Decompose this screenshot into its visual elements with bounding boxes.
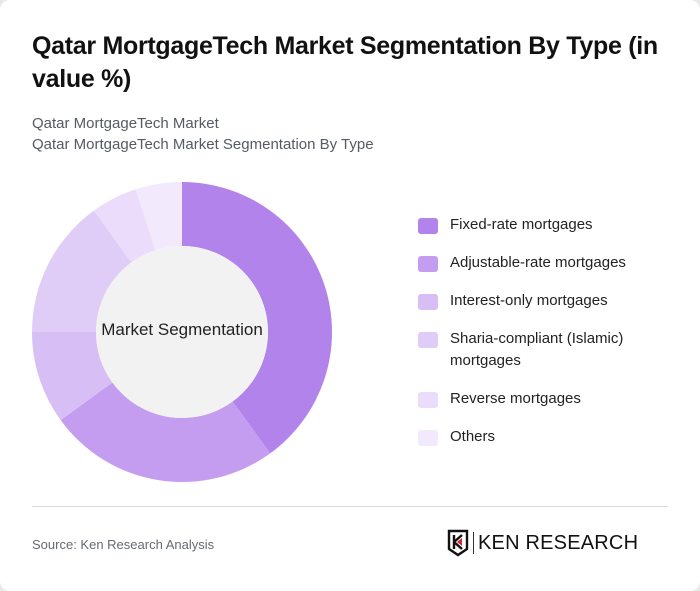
donut-center-label: Market Segmentation [101,320,263,339]
ken-research-logo: KEN RESEARCH [447,529,638,557]
legend-item-reverse[interactable]: Reverse mortgages [418,388,678,410]
donut-hole [96,246,268,418]
legend-label: Reverse mortgages [450,390,581,407]
legend-label: Interest-only mortgages [450,292,608,309]
logo-divider [473,532,474,554]
donut-segment[interactable] [60,382,271,482]
source-note: Source: Ken Research Analysis [32,537,215,552]
subtitle-segmentation: Qatar MortgageTech Market Segmentation B… [32,136,374,153]
legend-label: Fixed-rate mortgages [450,216,593,233]
legend-label: Others [450,428,496,445]
legend-label: Sharia-compliant (Islamic) mortgages [450,330,624,369]
donut-segment[interactable] [93,189,156,263]
legend-item-others[interactable]: Others [418,426,678,448]
footer-divider [32,506,668,507]
chart-subtitle: Qatar MortgageTech Market Qatar Mortgage… [32,113,374,155]
legend-swatch [418,294,438,310]
legend-label: Adjustable-rate mortgages [450,254,626,271]
legend-swatch [418,392,438,408]
subtitle-market: Qatar MortgageTech Market [32,115,219,132]
donut-segment[interactable] [32,210,132,332]
legend-swatch [418,332,438,348]
legend-swatch [418,256,438,272]
donut-segment[interactable] [135,182,182,251]
legend-item-interest-only[interactable]: Interest-only mortgages [418,290,678,312]
legend-swatch [418,218,438,234]
donut-chart [32,182,332,482]
donut-segment[interactable] [182,182,332,454]
legend-item-sharia-compliant[interactable]: Sharia-compliant (Islamic) mortgages [418,328,678,372]
ken-research-shield-icon [447,529,469,557]
legend-item-adjustable-rate[interactable]: Adjustable-rate mortgages [418,252,678,274]
donut-segment[interactable] [32,332,113,421]
legend-swatch [418,430,438,446]
logo-text: KEN RESEARCH [478,531,639,554]
legend: Fixed-rate mortgages Adjustable-rate mor… [418,214,678,464]
chart-title: Qatar MortgageTech Market Segmentation B… [32,32,658,93]
legend-item-fixed-rate[interactable]: Fixed-rate mortgages [418,214,678,236]
